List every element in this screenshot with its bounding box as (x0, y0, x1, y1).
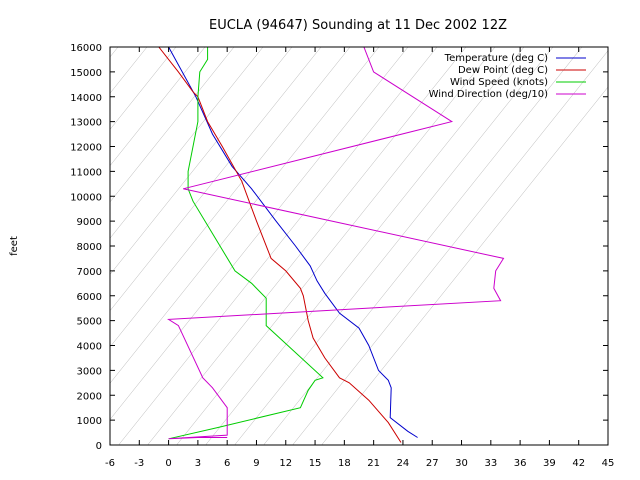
y-tick-label: 9000 (77, 217, 102, 228)
y-tick-label: 14000 (70, 93, 102, 104)
skew-isotherm-grid (0, 47, 608, 445)
y-tick-label: 11000 (70, 167, 102, 178)
series-line-0 (168, 47, 418, 438)
isotherm-line (292, 50, 608, 445)
x-tick-label: 39 (543, 458, 556, 469)
x-tick-label: 12 (279, 458, 292, 469)
isotherm-line (110, 47, 409, 420)
x-tick-label: 45 (602, 458, 615, 469)
series-lines (158, 47, 505, 443)
y-tick-label: 13000 (70, 118, 102, 129)
legend-label: Wind Direction (deg/10) (429, 89, 549, 100)
isotherm-line (0, 47, 2, 445)
x-tick-label: 21 (367, 458, 380, 469)
series-line-1 (158, 47, 402, 443)
y-tick-label: 1000 (77, 416, 102, 427)
y-axis-label: feet (9, 236, 20, 256)
series-line-2 (168, 47, 324, 440)
x-tick-label: -3 (134, 458, 144, 469)
x-tick-label: 24 (397, 458, 410, 469)
y-tick-label: 5000 (77, 317, 102, 328)
x-tick-label: 36 (514, 458, 527, 469)
x-tick-label: 42 (572, 458, 585, 469)
y-tick-label: 2000 (77, 391, 102, 402)
chart-title: EUCLA (94647) Sounding at 11 Dec 2002 12… (209, 18, 507, 33)
isotherm-line (234, 47, 554, 445)
y-tick-label: 15000 (70, 68, 102, 79)
isotherm-line (110, 47, 322, 312)
axes: -6 -3 0 3 6 9 12 15 18 21 24 27 30 33 36 39 42 4501000200… (70, 43, 614, 469)
y-tick-label: 4000 (77, 342, 102, 353)
x-tick-label: -6 (105, 458, 115, 469)
isotherm-line (110, 47, 293, 275)
isotherm-line (205, 47, 525, 445)
isotherm-line (110, 47, 206, 167)
y-tick-label: 7000 (77, 267, 102, 278)
y-tick-label: 6000 (77, 292, 102, 303)
plot-frame (109, 46, 609, 446)
x-tick-label: 9 (253, 458, 259, 469)
x-tick-label: 0 (165, 458, 171, 469)
series-line-3 (167, 47, 505, 440)
y-tick-label: 12000 (70, 143, 102, 154)
isotherm-line (110, 47, 351, 348)
x-tick-label: 6 (224, 458, 230, 469)
isotherm-line (110, 47, 264, 239)
isotherm-line (263, 47, 583, 445)
isotherm-line (147, 47, 467, 445)
isotherm-line (321, 86, 608, 445)
x-tick-label: 27 (426, 458, 439, 469)
legend-label: Wind Speed (knots) (450, 77, 548, 88)
y-tick-label: 16000 (70, 43, 102, 54)
x-tick-label: 3 (195, 458, 201, 469)
isotherm-line (110, 47, 177, 130)
y-tick-label: 3000 (77, 366, 102, 377)
x-tick-label: 18 (338, 458, 351, 469)
y-tick-label: 8000 (77, 242, 102, 253)
isotherm-line (176, 47, 496, 445)
legend: Temperature (deg C)Dew Point (deg C)Wind… (429, 53, 586, 100)
x-tick-label: 33 (484, 458, 497, 469)
x-tick-label: 30 (455, 458, 468, 469)
y-tick-label: 0 (96, 441, 102, 452)
legend-label: Dew Point (deg C) (458, 65, 548, 76)
legend-label: Temperature (deg C) (444, 53, 548, 64)
isotherm-line (110, 47, 235, 203)
y-tick-label: 10000 (70, 192, 102, 203)
isotherm-line (118, 47, 438, 445)
isotherm-line (110, 47, 148, 94)
x-tick-label: 15 (309, 458, 322, 469)
